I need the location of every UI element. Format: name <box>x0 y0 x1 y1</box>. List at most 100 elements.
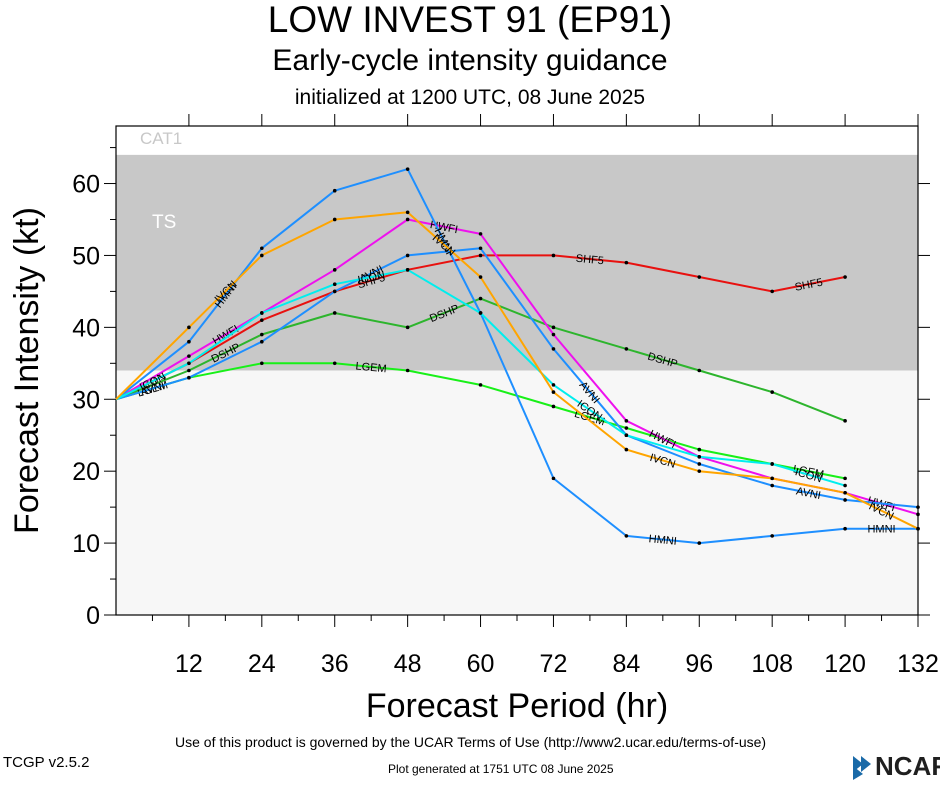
series-point <box>405 210 410 215</box>
series-point <box>697 454 702 459</box>
y-tick-label: 0 <box>86 602 100 630</box>
series-point <box>405 325 410 330</box>
series-point <box>332 282 337 287</box>
x-tick-label: 84 <box>612 650 640 678</box>
series-point <box>551 383 556 387</box>
series-point <box>260 318 264 322</box>
series-point <box>260 311 264 315</box>
series-label-icon: ICON <box>357 269 386 286</box>
series-point <box>770 462 774 466</box>
series-point <box>770 289 774 294</box>
series-point <box>187 368 191 373</box>
series-point <box>551 332 556 337</box>
series-point <box>843 490 847 495</box>
series-point <box>551 325 556 330</box>
x-tick-label: 120 <box>824 650 866 678</box>
x-tick-label: 132 <box>897 650 939 678</box>
series-point <box>405 368 410 373</box>
series-point <box>624 419 629 423</box>
y-axis-label: Forecast Intensity (kt) <box>8 207 46 534</box>
series-label-lgem: LGEM <box>355 360 387 375</box>
chart-axes: 0 10 20 30 40 50 60 12 24 36 48 60 72 84 96 108 120 132 <box>72 114 939 678</box>
series-point <box>770 390 774 394</box>
series-point <box>551 476 556 481</box>
x-tick-label: 60 <box>467 650 495 678</box>
series-point <box>843 483 847 488</box>
series-line-avni <box>115 247 919 509</box>
series-point <box>405 167 410 171</box>
x-tick-label: 48 <box>394 650 422 678</box>
series-label-shf5: SHF5 <box>794 277 824 294</box>
series-point <box>332 289 337 294</box>
series-point <box>332 311 337 315</box>
series-point <box>187 375 191 380</box>
series-point <box>697 469 702 473</box>
series-label-hmni: HMNI <box>867 524 895 536</box>
series-point <box>697 447 702 452</box>
chart-axis-labels: Forecast Period (hr) Forecast Intensity (… <box>8 207 668 725</box>
series-point <box>551 347 556 351</box>
series-point <box>916 512 920 517</box>
band-label-ts: TS <box>152 212 176 233</box>
series-point <box>551 253 556 258</box>
series-point <box>916 505 920 509</box>
series-point <box>260 246 264 251</box>
series-point <box>187 339 191 344</box>
y-tick-label: 60 <box>72 171 100 199</box>
series-point <box>478 253 483 258</box>
series-point <box>916 526 920 531</box>
series-point <box>551 404 556 409</box>
init-time: initialized at 1200 UTC, 08 June 2025 <box>294 86 646 109</box>
series-point <box>624 534 629 538</box>
series-line-hmni <box>115 168 918 545</box>
series-point <box>405 253 410 258</box>
version-label: TCGP v2.5.2 <box>3 754 90 771</box>
series-point <box>332 361 337 366</box>
series-point <box>478 383 483 387</box>
series-point <box>843 419 847 423</box>
series-label-avni: AVNI <box>795 485 822 502</box>
series-point <box>405 217 410 222</box>
series-point <box>260 339 264 344</box>
series-label-shf5: SHF5 <box>575 253 604 268</box>
y-tick-label: 10 <box>72 530 100 558</box>
series-point <box>843 526 847 531</box>
y-tick-label: 20 <box>72 458 100 486</box>
chart-series: SHF5SHF5SHF5SHF5DSHPDSHPDSHPLGEMLGEMLGEM… <box>115 167 920 548</box>
series-point <box>770 483 774 488</box>
ncar-logo: NCAR <box>851 752 940 780</box>
series-label-hmni: HMNI <box>648 533 677 548</box>
series-point <box>187 361 191 366</box>
series-point <box>697 462 702 466</box>
series-label-hwfi: HWFI <box>429 219 459 236</box>
series-point <box>624 433 629 438</box>
x-tick-label: 36 <box>321 650 349 678</box>
y-tick-label: 50 <box>72 242 100 270</box>
band-label-cat1: CAT1 <box>140 129 182 148</box>
series-point <box>332 188 337 193</box>
chart-subtitle: Early-cycle intensity guidance <box>272 44 668 77</box>
series-point <box>624 347 629 351</box>
series-point <box>260 253 264 258</box>
series-point <box>624 426 629 430</box>
x-tick-label: 108 <box>751 650 793 678</box>
x-tick-label: 96 <box>685 650 713 678</box>
band-cat1 <box>116 126 918 155</box>
x-tick-label: 12 <box>175 650 203 678</box>
series-point <box>187 325 191 330</box>
series-point <box>843 476 847 481</box>
x-tick-label: 24 <box>248 650 276 678</box>
series-point <box>624 447 629 452</box>
series-point <box>697 541 702 545</box>
series-point <box>260 332 264 337</box>
series-point <box>770 476 774 481</box>
series-point <box>697 368 702 373</box>
series-line-ivcn <box>115 211 919 530</box>
x-axis-label: Forecast Period (hr) <box>366 687 668 725</box>
band-ts <box>116 154 918 371</box>
series-point <box>478 275 483 279</box>
series-point <box>260 361 264 366</box>
y-tick-label: 40 <box>72 314 100 342</box>
